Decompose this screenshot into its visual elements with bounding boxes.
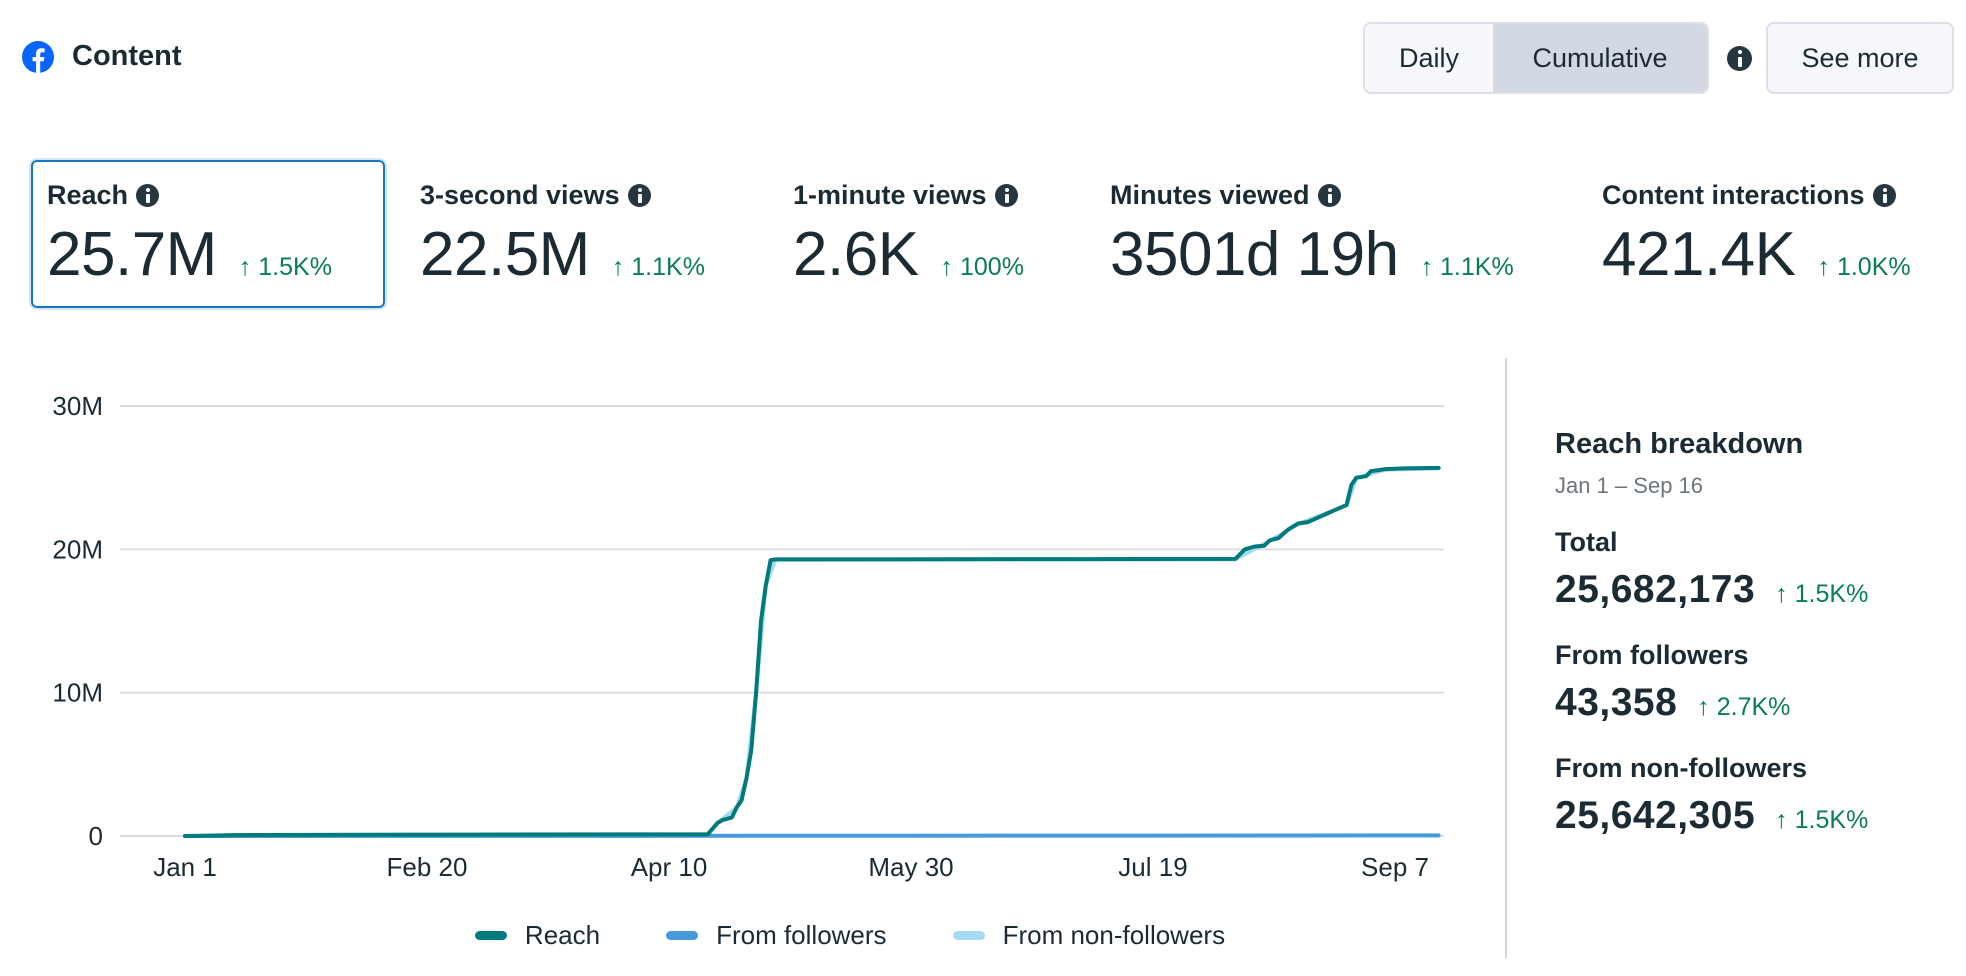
metric-card-1-minute-views[interactable]: 1-minute views 2.6K ↑ 100% <box>793 162 1093 310</box>
x-tick-label: Feb 20 <box>387 852 468 882</box>
breakdown-label: From non-followers <box>1555 753 1807 783</box>
metric-value: 2.6K <box>793 220 919 289</box>
breakdown-item-from-followers: From followers 43,358 ↑ 2.7K% <box>1555 640 1955 725</box>
metric-label: 3-second views <box>420 180 620 210</box>
y-tick-label: 0 <box>89 821 103 851</box>
x-tick-label: May 30 <box>868 852 953 882</box>
breakdown-value: 25,682,173 <box>1555 568 1756 611</box>
metric-value: 22.5M <box>420 220 590 289</box>
breakdown-delta: ↑ 1.5K% <box>1775 806 1869 834</box>
metric-card-3-second-views[interactable]: 3-second views 22.5M ↑ 1.1K% <box>420 162 760 310</box>
breakdown-label: Total <box>1555 527 1618 557</box>
metric-value: 421.4K <box>1602 220 1796 289</box>
breakdown-value: 43,358 <box>1555 681 1678 724</box>
metric-value-row: 421.4K ↑ 1.0K% <box>1602 219 1966 290</box>
metric-label-row: Reach <box>47 180 383 211</box>
metric-value-row: 3501d 19h ↑ 1.1K% <box>1110 219 1590 290</box>
metric-value-row: 25.7M ↑ 1.5K% <box>47 219 383 290</box>
legend-item-from-followers[interactable]: From followers <box>666 920 887 951</box>
metric-value-row: 2.6K ↑ 100% <box>793 219 1093 290</box>
page-title: Content <box>72 40 182 72</box>
metric-delta: ↑ 1.1K% <box>611 253 705 281</box>
reach-breakdown-panel: Reach breakdown Jan 1 – Sep 16 Total 25,… <box>1555 428 1955 838</box>
legend-label: Reach <box>524 920 601 950</box>
info-icon[interactable] <box>627 184 651 207</box>
x-tick-label: Apr 10 <box>631 852 708 882</box>
metric-value: 3501d 19h <box>1110 220 1399 289</box>
breakdown-item-total: Total 25,682,173 ↑ 1.5K% <box>1555 527 1955 612</box>
metric-card-content-interactions[interactable]: Content interactions 421.4K ↑ 1.0K% <box>1602 162 1966 310</box>
breakdown-value-row: 25,682,173 ↑ 1.5K% <box>1555 568 1955 612</box>
info-icon[interactable] <box>1727 45 1752 71</box>
breakdown-value-row: 25,642,305 ↑ 1.5K% <box>1555 794 1955 838</box>
legend-item-from-non-followers[interactable]: From non-followers <box>952 920 1226 951</box>
x-tick-label: Jul 19 <box>1118 852 1187 882</box>
series-line-reach <box>183 465 1441 838</box>
x-tick-label: Jan 1 <box>153 852 217 882</box>
metric-delta: ↑ 1.0K% <box>1817 253 1911 281</box>
info-icon[interactable] <box>1317 184 1341 207</box>
x-tick-label: Sep 7 <box>1361 852 1429 882</box>
metrics-row: Reach 25.7M ↑ 1.5K% 3-second views 22.5M… <box>0 160 1966 310</box>
metric-delta: ↑ 1.5K% <box>238 253 332 281</box>
series-line-from-non-followers <box>183 466 1441 838</box>
legend-label: From non-followers <box>1002 920 1226 950</box>
y-tick-label: 30M <box>52 391 103 421</box>
metric-value: 25.7M <box>47 220 217 289</box>
cumulative-button[interactable]: Cumulative <box>1493 24 1707 92</box>
metric-label: 1-minute views <box>793 180 987 210</box>
legend-swatch-from-followers <box>666 931 699 940</box>
reach-line-chart: 0 10M 20M 30M Jan 1 Feb 20 Apr 10 May 30 Jul 19 S… <box>52 391 1444 882</box>
reach-chart: 0 10M 20M 30M Jan 1 Feb 20 Apr 10 May 30 Jul 19 S… <box>0 360 1500 976</box>
breakdown-delta: ↑ 1.5K% <box>1775 580 1869 608</box>
chart-legend: Reach From followers From non-followers <box>0 920 1480 951</box>
panel-divider <box>1505 358 1507 958</box>
view-controls: Daily Cumulative See more <box>1363 22 1954 94</box>
breakdown-value-row: 43,358 ↑ 2.7K% <box>1555 681 1955 725</box>
info-icon[interactable] <box>1872 184 1896 207</box>
metric-delta: ↑ 100% <box>940 253 1024 281</box>
metric-label-row: 3-second views <box>420 180 760 211</box>
info-icon[interactable] <box>994 184 1018 207</box>
metric-label-row: 1-minute views <box>793 180 1093 211</box>
breakdown-delta: ↑ 2.7K% <box>1697 693 1791 721</box>
legend-swatch-from-non-followers <box>952 931 985 940</box>
page-header: Content <box>22 40 182 73</box>
y-tick-label: 10M <box>52 678 103 708</box>
metric-label: Content interactions <box>1602 180 1865 210</box>
metric-value-row: 22.5M ↑ 1.1K% <box>420 219 760 290</box>
metric-label: Minutes viewed <box>1110 180 1310 210</box>
facebook-icon <box>22 40 54 73</box>
legend-label: From followers <box>716 920 887 950</box>
metric-card-reach[interactable]: Reach 25.7M ↑ 1.5K% <box>31 160 385 308</box>
daily-button[interactable]: Daily <box>1365 24 1493 92</box>
metric-label-row: Minutes viewed <box>1110 180 1590 211</box>
breakdown-item-from-non-followers: From non-followers 25,642,305 ↑ 1.5K% <box>1555 753 1955 838</box>
legend-item-reach[interactable]: Reach <box>474 920 601 951</box>
metric-label-row: Content interactions <box>1602 180 1966 211</box>
breakdown-label: From followers <box>1555 640 1749 670</box>
metric-label: Reach <box>47 180 129 210</box>
y-tick-label: 20M <box>52 534 103 564</box>
info-icon[interactable] <box>136 184 160 207</box>
breakdown-value: 25,642,305 <box>1555 794 1756 837</box>
breakdown-date-range: Jan 1 – Sep 16 <box>1555 473 1704 498</box>
metric-card-minutes-viewed[interactable]: Minutes viewed 3501d 19h ↑ 1.1K% <box>1110 162 1590 310</box>
see-more-button[interactable]: See more <box>1766 22 1954 94</box>
breakdown-title: Reach breakdown <box>1555 428 1804 460</box>
daily-cumulative-toggle: Daily Cumulative <box>1363 22 1709 94</box>
metric-delta: ↑ 1.1K% <box>1420 253 1514 281</box>
legend-swatch-reach <box>474 931 507 940</box>
